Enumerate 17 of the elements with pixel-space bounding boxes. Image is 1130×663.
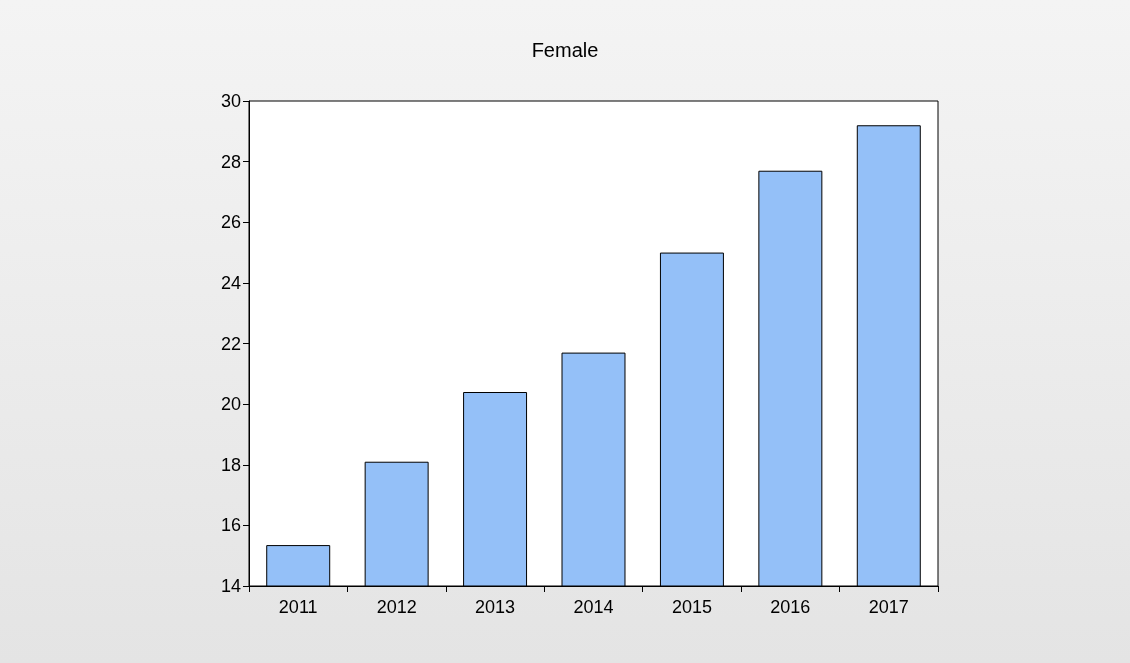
y-tick-label: 18 [220, 454, 241, 475]
y-tick-label: 30 [220, 91, 241, 111]
x-tick-label: 2013 [475, 597, 516, 617]
x-tick-label: 2017 [868, 597, 909, 617]
y-tick-label: 22 [220, 333, 241, 354]
chart-title: Female [531, 39, 599, 61]
y-tick-label: 16 [220, 515, 241, 536]
x-tick-label: 2012 [376, 597, 417, 617]
y-tick-label: 14 [220, 576, 241, 596]
y-tick-label: 28 [220, 151, 241, 172]
x-tick-label: 2016 [770, 597, 811, 617]
y-tick-label: 26 [220, 212, 241, 233]
x-tick-label: 2014 [573, 597, 614, 617]
x-tick-label: 2011 [278, 597, 318, 617]
x-tick-label: 2015 [671, 597, 712, 617]
y-tick-label: 24 [220, 272, 241, 293]
y-tick-label: 20 [220, 394, 241, 415]
